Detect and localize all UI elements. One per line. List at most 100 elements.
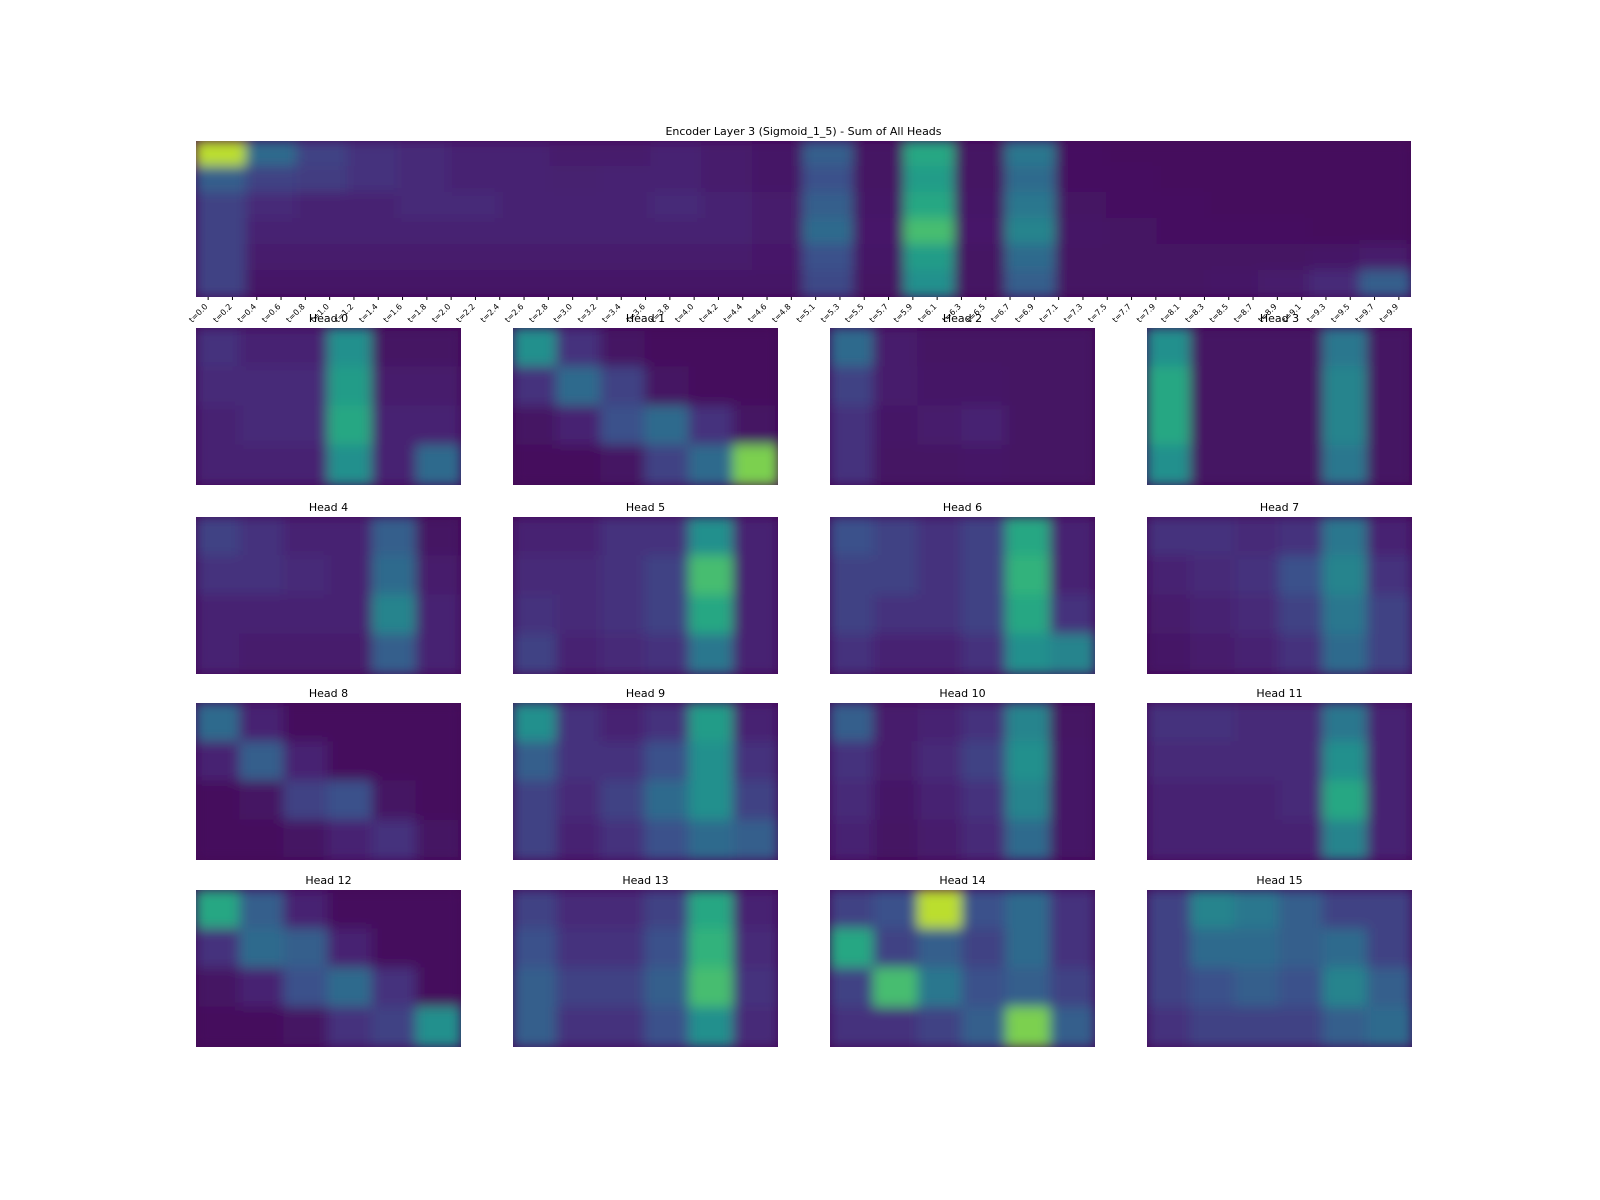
heatmap-cell xyxy=(397,244,451,272)
panel-title: Head 3 xyxy=(1260,312,1299,325)
heatmap-cell xyxy=(1322,1006,1369,1047)
heatmap-cell xyxy=(917,594,964,636)
heatmap-cell xyxy=(650,244,704,272)
heatmap-cell xyxy=(415,928,461,970)
heatmap-cell xyxy=(1055,192,1109,220)
heatmap-cell xyxy=(371,890,418,931)
heatmap-cell xyxy=(600,555,647,597)
heatmap-cell xyxy=(1322,703,1369,744)
heatmap xyxy=(196,703,461,860)
heatmap-cell xyxy=(903,141,957,168)
heatmap-cell xyxy=(371,405,418,447)
heatmap-cells xyxy=(1147,517,1412,674)
heatmap-cell xyxy=(1190,517,1237,558)
heatmap-cell xyxy=(873,517,920,558)
heatmap-cell xyxy=(1055,141,1109,168)
heatmap-cell xyxy=(701,270,754,297)
heatmap-cell xyxy=(1207,270,1261,297)
heatmap-cell xyxy=(371,366,418,408)
heatmap-cell xyxy=(1366,928,1412,970)
heatmap-cell xyxy=(961,517,1008,558)
heatmap-cells xyxy=(513,328,778,485)
x-tick-label: t=0.8 xyxy=(284,302,306,324)
heatmap-cells xyxy=(196,890,461,1047)
heatmap-cell xyxy=(513,967,559,1009)
heatmap-cell xyxy=(513,366,559,408)
heatmap xyxy=(830,890,1095,1047)
heatmap-cell xyxy=(961,928,1008,970)
heatmap-cell xyxy=(1049,405,1095,447)
heatmap-cell xyxy=(917,741,964,783)
heatmap-cell xyxy=(917,819,964,860)
heatmap-cell xyxy=(830,555,876,597)
heatmap-cell xyxy=(296,270,349,297)
heatmap-cell xyxy=(873,555,920,597)
heatmap-cell xyxy=(600,141,653,168)
heatmap-cell xyxy=(853,141,906,168)
heatmap-cell xyxy=(327,890,374,931)
heatmap-cell xyxy=(644,633,691,674)
heatmap-cell xyxy=(1005,166,1058,194)
heatmap-cell xyxy=(196,192,248,220)
heatmap-cell xyxy=(196,890,242,931)
heatmap-cell xyxy=(498,141,552,168)
heatmap-cell xyxy=(327,444,374,485)
heatmap-cell xyxy=(415,366,461,408)
heatmap-cell xyxy=(802,218,856,246)
heatmap-cell xyxy=(1156,192,1210,220)
heatmap-cell xyxy=(397,270,451,297)
heatmap-cell xyxy=(732,741,778,783)
heatmap-cell xyxy=(853,192,906,220)
heatmap-cell xyxy=(688,703,735,744)
x-tick-label: t=3.0 xyxy=(552,302,574,324)
heatmap-cell xyxy=(600,819,647,860)
heatmap-cell xyxy=(954,192,1007,220)
heatmap xyxy=(196,890,461,1047)
heatmap-cell xyxy=(1278,967,1325,1009)
heatmap-cell xyxy=(549,218,602,246)
heatmap-cell xyxy=(239,780,286,822)
x-tick-label: t=9.9 xyxy=(1378,302,1400,324)
heatmap-cell xyxy=(873,703,920,744)
panel-title: Head 6 xyxy=(943,501,982,514)
heatmap-cell xyxy=(556,328,603,369)
heatmap-cell xyxy=(830,594,876,636)
x-tick-label: t=2.6 xyxy=(503,302,525,324)
heatmap-cell xyxy=(327,517,374,558)
heatmap-cell xyxy=(1322,405,1369,447)
heatmap-cell xyxy=(688,555,735,597)
heatmap-cell xyxy=(296,218,349,246)
heatmap-cell xyxy=(239,967,286,1009)
heatmap-cell xyxy=(346,270,400,297)
heatmap-cell xyxy=(1278,780,1325,822)
heatmap-cell xyxy=(1234,741,1281,783)
heatmap-cell xyxy=(751,270,805,297)
heatmap-cell xyxy=(196,1006,242,1047)
heatmap-cells xyxy=(1147,703,1412,860)
heatmap-cell xyxy=(1207,166,1261,194)
heatmap-cell xyxy=(196,819,242,860)
heatmap-cell xyxy=(732,366,778,408)
heatmap-cell xyxy=(1366,405,1412,447)
heatmap-cell xyxy=(732,594,778,636)
heatmap-cell xyxy=(1049,890,1095,931)
heatmap-cell xyxy=(196,141,248,168)
heatmap-cell xyxy=(1055,244,1109,272)
heatmap-cell xyxy=(327,703,374,744)
heatmap-cell xyxy=(513,1006,559,1047)
heatmap-cell xyxy=(1049,780,1095,822)
heatmap-cell xyxy=(513,594,559,636)
heatmap-cell xyxy=(1234,594,1281,636)
heatmap-cell xyxy=(415,819,461,860)
heatmap-cell xyxy=(1190,780,1237,822)
heatmap xyxy=(513,890,778,1047)
heatmap-cell xyxy=(513,405,559,447)
heatmap-cell xyxy=(873,890,920,931)
heatmap-cell xyxy=(644,1006,691,1047)
heatmap-cell xyxy=(732,967,778,1009)
panel-title: Head 2 xyxy=(943,312,982,325)
heatmap-cell xyxy=(644,928,691,970)
heatmap-cell xyxy=(448,244,501,272)
heatmap-cell xyxy=(1366,366,1412,408)
heatmap-cell xyxy=(917,890,964,931)
